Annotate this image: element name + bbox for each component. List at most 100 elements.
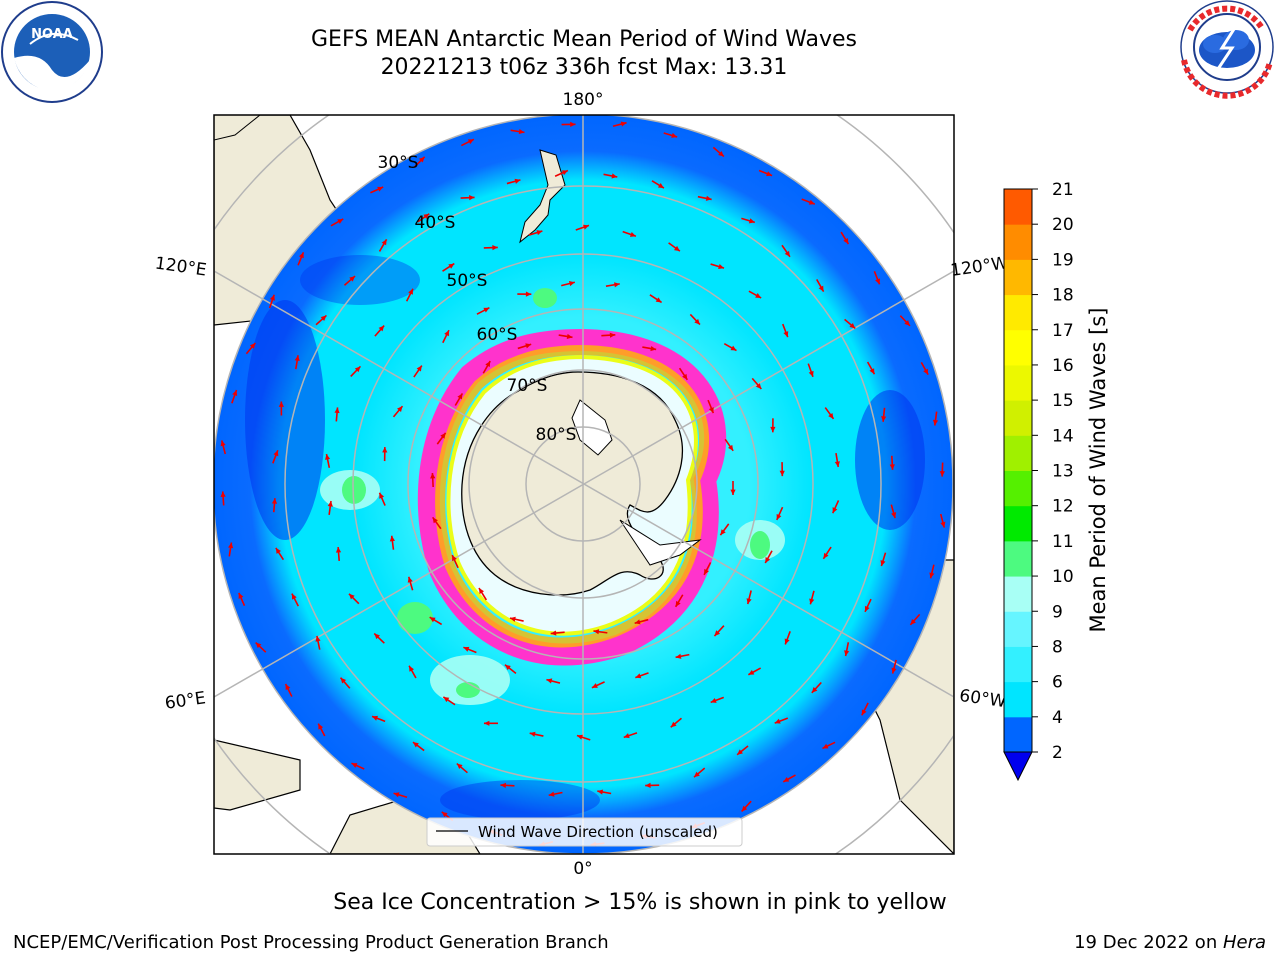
wave-arrow-head: [720, 529, 726, 536]
wave-arrow-head: [864, 605, 870, 612]
wave-arrow-head: [285, 684, 291, 691]
longitude-lines: [214, 115, 954, 854]
wave-arrow-head: [891, 512, 897, 519]
lon-label-0: 0°: [573, 859, 592, 879]
wave-arrow-head: [348, 593, 355, 600]
wave-arrow-head: [335, 547, 342, 553]
wave-arrow-head: [334, 407, 340, 414]
lat-label-70s: 70°S: [507, 376, 548, 396]
wave-arrow-head: [485, 361, 491, 368]
wave-arrow-head: [278, 401, 284, 407]
wave-arrow-head: [273, 450, 279, 457]
wave-arrow-head: [456, 763, 463, 770]
colorbar-extend-triangle: [1003, 751, 1033, 782]
colorbar-band: [1004, 576, 1032, 612]
wave-arrow-head: [536, 230, 543, 236]
wave-arrow-head: [694, 318, 700, 325]
map-area: [214, 115, 954, 854]
colorbar-band: [1004, 470, 1032, 507]
wave-arrow-head: [382, 447, 388, 453]
wave-arrow-head: [808, 370, 814, 377]
wave-arrow-head: [463, 646, 470, 652]
wave-arrow-head: [220, 440, 226, 447]
colorbar-band: [1004, 294, 1032, 331]
wave-arrow-head: [483, 720, 490, 726]
wave-arrow-head: [844, 650, 850, 657]
wave-arrow-head: [929, 572, 935, 579]
wave-arrow-head: [298, 252, 304, 259]
wave-arrow-head: [869, 368, 875, 375]
wave-arrow-head: [412, 742, 419, 748]
wave-arrow-head: [670, 721, 677, 728]
wave-arrow-head: [381, 239, 387, 246]
wave-arrow-head: [525, 343, 532, 349]
wave-arrow-head: [570, 121, 576, 128]
wave-arrow-head: [708, 407, 714, 414]
wave-arrow-head: [315, 635, 321, 642]
nws-logo: [1180, 0, 1274, 99]
wave-arrow-head: [714, 630, 721, 637]
lon-label-60e: 60°E: [164, 688, 207, 713]
land-antarctica: [461, 371, 683, 596]
wave-arrow-head: [718, 264, 725, 270]
wave-arrow-head: [818, 285, 824, 292]
wave-arrow-head: [430, 473, 436, 479]
wave-arrow-head: [694, 771, 700, 778]
wave-arrow-head: [492, 245, 498, 251]
legend-label: Wind Wave Direction (unscaled): [478, 823, 718, 841]
wave-arrow-head: [397, 406, 403, 412]
wave-arrow-head: [748, 669, 755, 675]
wave-arrow-head: [741, 805, 748, 812]
wave-arrow-head: [891, 667, 897, 674]
colorbar-band: [1004, 505, 1032, 542]
wave-arrow-head: [766, 171, 773, 177]
footer-branch: NCEP/EMC/Verification Post Processing Pr…: [13, 932, 609, 953]
wave-arrow-head: [546, 678, 553, 684]
lat-label-50s: 50°S: [447, 271, 488, 291]
wave-arrow-head: [770, 426, 776, 433]
lon-label-120e: 120°E: [154, 254, 208, 281]
colorbar-band: [1004, 716, 1032, 753]
lon-label-180: 180°: [563, 90, 604, 110]
colorbar-band: [1004, 364, 1032, 401]
wave-arrow-head: [737, 749, 743, 755]
wave-arrow-head: [452, 555, 457, 562]
wave-arrow-head: [269, 294, 275, 301]
wave-arrow-head: [378, 325, 385, 332]
wave-arrow-head: [832, 507, 838, 514]
wave-arrow-head: [609, 332, 616, 338]
footer-date: 19 Dec 2022 on Hera: [1074, 932, 1266, 953]
wave-arrow-head: [444, 330, 449, 337]
wind-wave-arrows: [220, 121, 946, 847]
wave-arrow-head: [318, 723, 324, 730]
wave-arrow-head: [704, 568, 709, 575]
wave-arrow-head: [828, 412, 834, 419]
wave-arrow-head: [823, 552, 829, 559]
wave-arrow-head: [730, 489, 736, 495]
colorbar: 2 4 6 8 9 10 11 12 13 14 15 16 17 18 19 20 21: [1003, 180, 1074, 782]
colorbar-tick-label: 19: [1052, 250, 1074, 270]
wave-arrow-head: [849, 322, 856, 329]
wave-arrow-head: [808, 199, 815, 205]
wave-arrow-head: [809, 598, 815, 605]
chart-subtitle: 20221213 t06z 336h fcst Max: 13.31: [380, 55, 788, 80]
wave-arrow-head: [238, 592, 244, 599]
wave-arrow-head: [354, 366, 361, 373]
wave-arrow-head: [904, 320, 910, 326]
wave-arrow-head: [448, 263, 455, 269]
wave-arrow-head: [389, 535, 395, 542]
wave-arrow-head: [671, 132, 678, 138]
colorbar-tick-label: 18: [1052, 286, 1074, 306]
wave-arrow-head: [518, 128, 525, 135]
lat-label-60s: 60°S: [477, 325, 518, 345]
wave-arrow-head: [783, 331, 789, 338]
colorbar-band: [1004, 224, 1032, 260]
wave-arrow-head: [429, 617, 436, 623]
colorbar-band: [1004, 329, 1032, 366]
wave-arrow-head: [765, 557, 771, 564]
wave-arrow-head: [655, 297, 662, 303]
lon-label-60w: 60°W: [958, 686, 1007, 712]
wave-arrow-head: [525, 291, 532, 297]
wave-arrow-head: [645, 782, 651, 789]
wave-arrow-head: [325, 454, 331, 460]
